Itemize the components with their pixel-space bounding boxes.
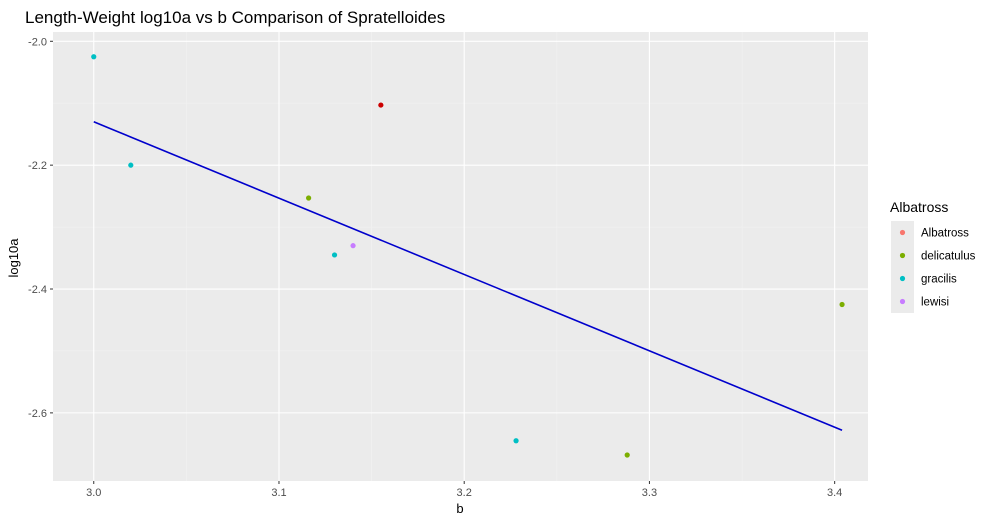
y-tick-label: -2.4 [28, 284, 47, 296]
minor-gridlines [53, 32, 868, 481]
regression-line [93, 121, 843, 431]
plot-panel [53, 32, 868, 481]
data-point [91, 54, 97, 60]
data-point [350, 243, 356, 249]
legend-swatch [899, 229, 906, 236]
y-tick-label: -2.2 [28, 160, 47, 172]
y-tick-label: -2.0 [28, 36, 47, 48]
x-axis-ticks: 3.0 3.1 3.2 3.3 3.4 [86, 481, 842, 499]
data-point [839, 301, 845, 308]
legend-swatch [899, 252, 906, 259]
x-axis-title: b [456, 501, 463, 516]
legend-label: Albatross [921, 228, 969, 240]
y-axis-title: log10a [6, 238, 21, 278]
data-point [306, 195, 312, 201]
x-tick-label: 3.2 [457, 487, 472, 499]
legend-label: gracilis [921, 274, 957, 286]
x-tick-label: 3.0 [86, 487, 101, 499]
legend-swatch [899, 275, 906, 282]
x-tick-label: 3.3 [642, 487, 657, 499]
data-point [378, 102, 384, 108]
x-tick-label: 3.1 [271, 487, 286, 499]
fit-line-layer [93, 121, 843, 431]
major-gridlines [53, 32, 868, 481]
y-axis-ticks: -2.0 -2.2 -2.4 -2.6 [28, 36, 53, 420]
data-point [331, 252, 338, 258]
data-point [624, 452, 630, 458]
legend-label: lewisi [921, 297, 949, 309]
legend-swatch [899, 298, 906, 305]
data-point [513, 438, 519, 444]
legend: Albatross Albatross delicatulus gracilis le… [890, 199, 976, 313]
legend-title: Albatross [890, 199, 948, 215]
legend-label: delicatulus [921, 251, 976, 263]
x-tick-label: 3.4 [827, 487, 842, 499]
y-tick-label: -2.6 [28, 408, 47, 420]
chart-title: Length-Weight log10a vs b Comparison of … [25, 8, 445, 27]
data-point [128, 162, 134, 168]
points-layer [91, 54, 845, 458]
